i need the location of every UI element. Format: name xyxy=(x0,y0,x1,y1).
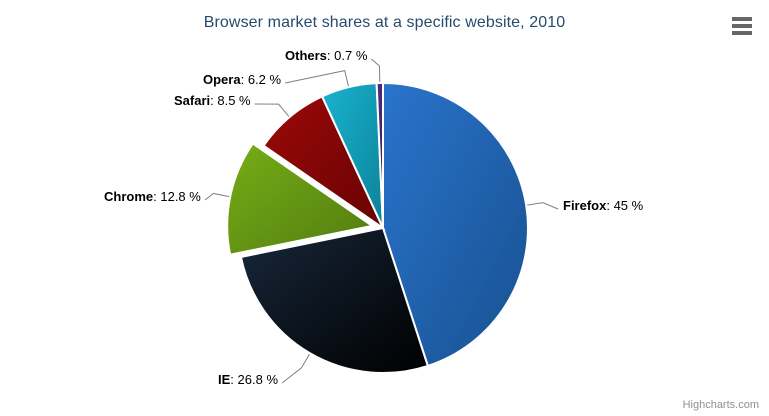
pie-label-name: Opera xyxy=(203,72,241,87)
hamburger-bar-2 xyxy=(732,24,752,28)
pie-slice-firefox[interactable] xyxy=(382,81,529,368)
pie-label-separator: : xyxy=(230,372,238,387)
pie-slice-others[interactable] xyxy=(375,81,384,229)
pie-label-ie[interactable]: IE: 26.8 % xyxy=(218,372,278,387)
pie-label-firefox[interactable]: Firefox: 45 % xyxy=(563,198,643,213)
pie-slice-chrome[interactable] xyxy=(226,142,375,256)
pie-label-separator: : xyxy=(606,198,614,213)
pie-label-value: 6.2 % xyxy=(247,72,282,87)
pie-label-name: Others xyxy=(285,48,327,63)
connector-safari xyxy=(254,103,290,117)
pie-label-name: IE xyxy=(218,372,231,387)
connector-opera xyxy=(284,70,349,87)
pie-label-separator: : xyxy=(326,48,335,63)
connector-others xyxy=(371,58,381,83)
pie-label-safari[interactable]: Safari: 8.5 % xyxy=(174,93,251,108)
hamburger-bar-1 xyxy=(732,17,752,21)
chart-title: Browser market shares at a specific webs… xyxy=(203,14,566,31)
highcharts-credits[interactable]: Highcharts.com xyxy=(682,399,759,411)
pie-label-value: 8.5 % xyxy=(217,93,251,108)
pie-label-separator: : xyxy=(240,72,248,87)
pie-label-name: Chrome xyxy=(104,189,154,204)
pie-label-separator: : xyxy=(153,189,161,204)
pie-slices xyxy=(226,81,529,374)
connector-firefox xyxy=(527,202,559,210)
pie-label-chrome[interactable]: Chrome: 12.8 % xyxy=(104,189,201,204)
hamburger-menu-icon[interactable] xyxy=(729,14,755,38)
pie-label-value: 12.8 % xyxy=(160,189,201,204)
pie-label-value: 26.8 % xyxy=(237,372,279,387)
pie-slice-ie[interactable] xyxy=(239,226,430,374)
connector-chrome xyxy=(204,192,230,201)
pie-label-separator: : xyxy=(210,93,218,108)
hamburger-bar-3 xyxy=(732,31,752,35)
pie-label-name: Firefox xyxy=(563,198,607,213)
pie-label-value: 45 % xyxy=(613,198,644,213)
pie-label-name: Safari xyxy=(174,93,211,108)
connector-ie xyxy=(281,353,310,384)
pie-label-connectors xyxy=(204,58,559,384)
pie-label-opera[interactable]: Opera: 6.2 % xyxy=(203,72,281,87)
pie-label-value: 0.7 % xyxy=(334,48,368,63)
pie-label-others[interactable]: Others: 0.7 % xyxy=(285,48,367,63)
